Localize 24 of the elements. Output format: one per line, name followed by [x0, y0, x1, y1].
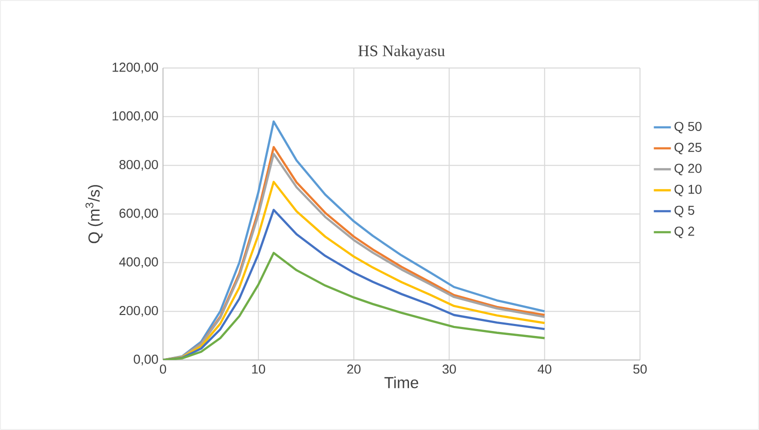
x-tick-label: 0 [160, 364, 166, 374]
x-tick-label: 50 [633, 364, 647, 374]
legend-label: Q 2 [674, 226, 694, 238]
chart-title: HS Nakayasu [358, 45, 445, 60]
x-tick-label: 20 [347, 364, 361, 374]
x-tick-label: 10 [252, 364, 266, 374]
line-series [163, 252, 546, 360]
y-tick-label: 200,00 [120, 306, 158, 317]
legend-label: Q 10 [674, 184, 702, 196]
x-tick-label: 30 [442, 364, 456, 374]
y-tick-label: 1000,00 [112, 111, 158, 122]
y-tick-label: 0,00 [134, 354, 158, 366]
y-tick-label: 1200,00 [112, 62, 158, 74]
y-tick-label: 600,00 [120, 208, 158, 220]
x-tick-label: 40 [538, 364, 552, 374]
legend-label: Q 5 [674, 206, 694, 218]
legend-label: Q 25 [674, 142, 702, 154]
line-series [163, 208, 546, 360]
x-axis-title: Time [384, 376, 418, 388]
legend-label: Q 20 [674, 164, 702, 176]
y-axis-title: Q (m$^{3}$/s) [85, 185, 103, 244]
y-tick-label: 800,00 [119, 160, 158, 171]
y-tick-label: 400,00 [119, 257, 158, 268]
legend-label: Q 50 [674, 122, 702, 134]
